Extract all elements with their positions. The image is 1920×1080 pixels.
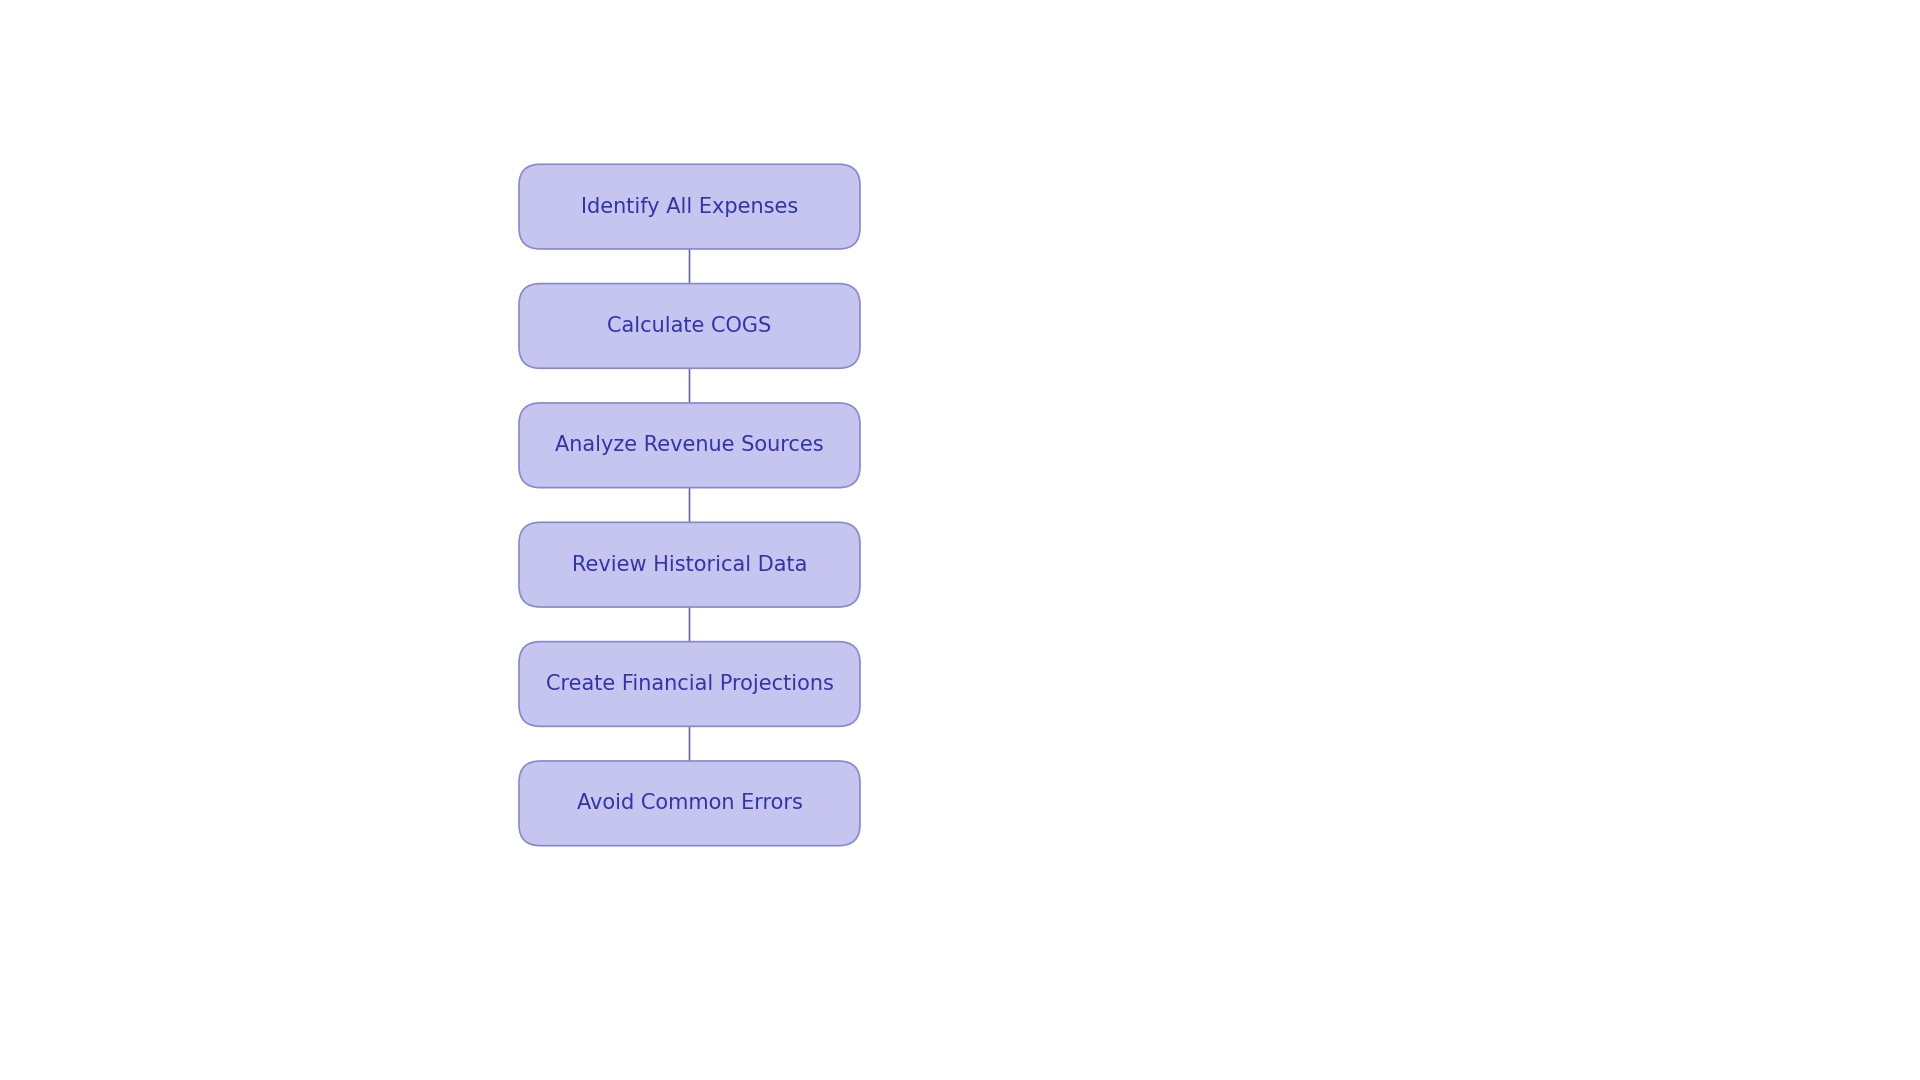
- FancyBboxPatch shape: [518, 284, 860, 368]
- FancyBboxPatch shape: [518, 642, 860, 727]
- Text: Analyze Revenue Sources: Analyze Revenue Sources: [555, 435, 824, 456]
- Text: Create Financial Projections: Create Financial Projections: [545, 674, 833, 694]
- FancyBboxPatch shape: [518, 761, 860, 846]
- Text: Calculate COGS: Calculate COGS: [607, 316, 772, 336]
- FancyBboxPatch shape: [518, 403, 860, 488]
- FancyBboxPatch shape: [518, 523, 860, 607]
- Text: Review Historical Data: Review Historical Data: [572, 555, 806, 575]
- Text: Avoid Common Errors: Avoid Common Errors: [576, 794, 803, 813]
- Text: Identify All Expenses: Identify All Expenses: [582, 197, 799, 217]
- FancyBboxPatch shape: [518, 164, 860, 249]
